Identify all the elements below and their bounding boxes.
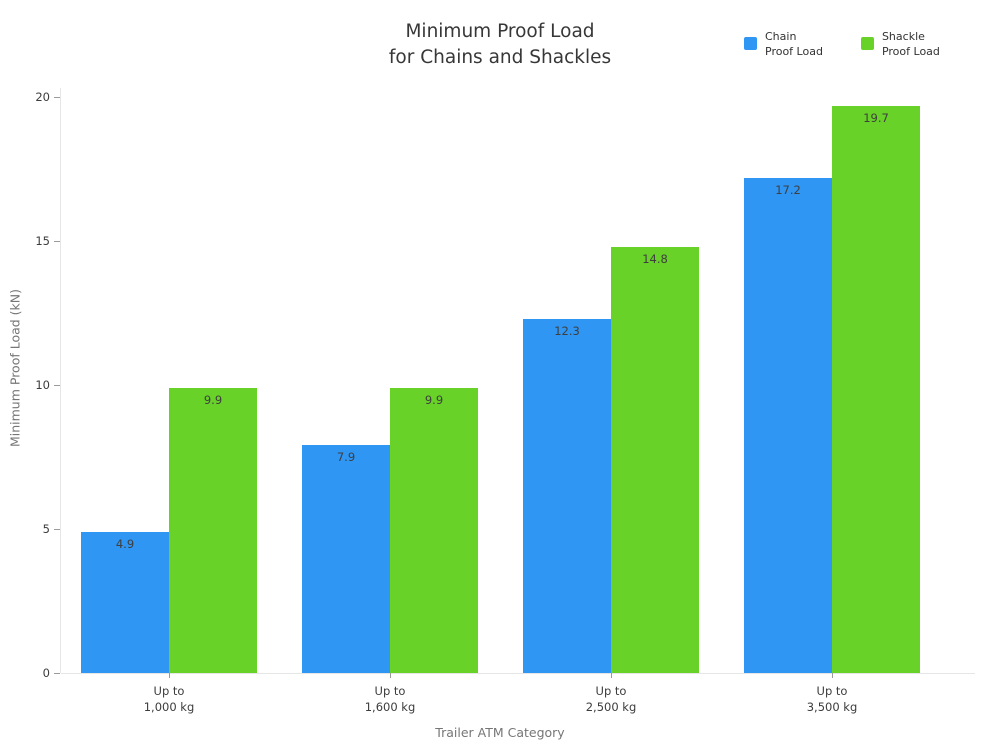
x-tick-label-line: Up to: [816, 684, 848, 698]
y-axis-line: [60, 88, 61, 673]
bar-value-label: 12.3: [554, 323, 580, 338]
bar-chain-proof-load: [523, 318, 611, 673]
x-tick-label: Up to 1,600 kg: [310, 683, 470, 715]
chart-title: Minimum Proof Load for Chains and Shackl…: [0, 19, 1000, 71]
x-tick-mark: [611, 673, 612, 678]
bar-shackle-proof-load: [832, 105, 920, 673]
x-axis-line: [61, 673, 975, 674]
x-tick-label: Up to 2,500 kg: [531, 683, 691, 715]
legend-label-line: Proof Load: [765, 44, 823, 58]
bar-value-label: 17.2: [775, 182, 801, 197]
y-tick-mark: [54, 673, 60, 674]
legend-label-line: Shackle: [881, 30, 925, 43]
y-tick-mark: [54, 97, 60, 98]
bar-chain-proof-load: [744, 177, 832, 673]
bar-value-label: 4.9: [115, 536, 135, 551]
x-tick-mark: [390, 673, 391, 678]
legend: Chain Proof Load Shackle Proof Load: [744, 30, 940, 59]
x-tick-label-line: 2,500 kg: [585, 700, 637, 714]
y-tick-mark: [54, 385, 60, 386]
legend-item-shackle: Shackle Proof Load: [860, 30, 940, 59]
x-tick-label-line: 3,500 kg: [806, 700, 858, 714]
bar-value-label: 9.9: [424, 392, 444, 407]
x-tick-label-line: Up to: [595, 684, 627, 698]
x-tick-label-line: 1,000 kg: [143, 700, 195, 714]
y-tick-label: 15: [35, 234, 50, 248]
legend-item-chain: Chain Proof Load: [744, 30, 823, 59]
bar-shackle-proof-load: [169, 387, 257, 673]
bar-shackle-proof-load: [611, 246, 699, 673]
y-tick-label: 20: [35, 90, 50, 104]
legend-label-shackle: Shackle Proof Load: [882, 30, 940, 59]
bar-value-label: 9.9: [203, 392, 223, 407]
legend-label-line: Chain: [765, 30, 797, 43]
x-tick-label: Up to 3,500 kg: [752, 683, 912, 715]
x-tick-mark: [832, 673, 833, 678]
x-tick-label-line: Up to: [153, 684, 185, 698]
y-tick-label: 10: [35, 378, 50, 392]
x-tick-mark: [169, 673, 170, 678]
legend-label-chain: Chain Proof Load: [765, 30, 823, 59]
chart-title-line1: Minimum Proof Load: [405, 21, 595, 42]
bar-value-label: 14.8: [642, 251, 668, 266]
chain-legend-swatch-icon: [744, 37, 757, 50]
shackle-legend-swatch-icon: [860, 37, 874, 50]
y-tick-mark: [54, 529, 60, 530]
x-tick-label: Up to 1,000 kg: [89, 683, 249, 715]
x-tick-label-line: 1,600 kg: [364, 700, 416, 714]
x-axis-title: Trailer ATM Category: [435, 725, 565, 740]
y-tick-label: 5: [42, 522, 50, 536]
legend-label-line: Proof Load: [881, 44, 940, 58]
x-tick-label-line: Up to: [374, 684, 406, 698]
bar-chain-proof-load: [81, 531, 169, 673]
bar-value-label: 7.9: [336, 450, 356, 465]
bar-shackle-proof-load: [390, 387, 478, 673]
chart-title-line2: for Chains and Shackles: [388, 47, 612, 68]
y-tick-label: 0: [42, 666, 50, 680]
bar-value-label: 19.7: [863, 110, 889, 125]
bar-chain-proof-load: [302, 445, 390, 673]
y-tick-mark: [54, 241, 60, 242]
